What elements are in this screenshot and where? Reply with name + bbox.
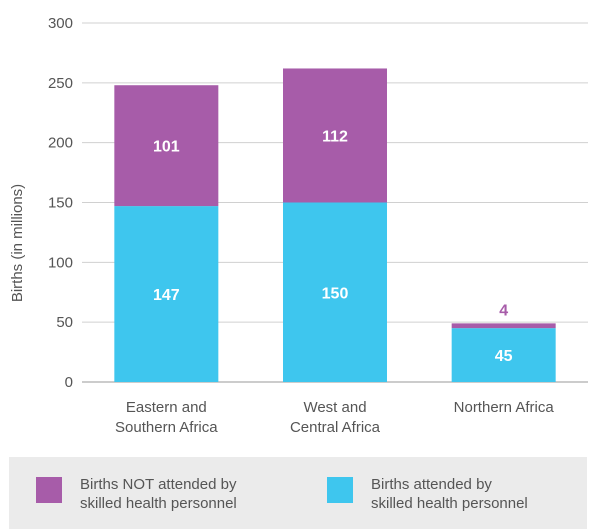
legend-swatch-not-attended — [36, 477, 62, 503]
y-tick-label: 200 — [48, 135, 73, 152]
x-tick-label: West and — [303, 399, 366, 416]
legend-item-not-attended: Births NOT attended by skilled health pe… — [36, 475, 290, 513]
x-tick-label: Northern Africa — [454, 399, 555, 416]
y-tick-label: 0 — [65, 374, 73, 391]
bar-segment-not-attended — [114, 85, 219, 207]
y-tick-label: 150 — [48, 195, 73, 212]
x-tick-label: Southern Africa — [115, 419, 218, 436]
legend-label-line: skilled health personnel — [80, 495, 237, 512]
y-axis-label: Births (in millions) — [9, 184, 26, 302]
data-label: 45 — [495, 348, 513, 365]
bar-segment-not-attended — [451, 323, 556, 329]
legend: Births NOT attended by skilled health pe… — [9, 457, 587, 529]
y-tick-label: 100 — [48, 254, 73, 271]
bar-segment-attended — [451, 328, 556, 382]
y-tick-label: 300 — [48, 15, 73, 32]
legend-label-line: Births attended by — [371, 476, 492, 493]
bar-segment-attended — [114, 206, 219, 382]
legend-label-attended: Births attended by skilled health person… — [371, 475, 581, 513]
bar-segment-attended — [283, 202, 387, 382]
data-label: 112 — [322, 128, 348, 145]
y-tick-label: 250 — [48, 75, 73, 92]
bars: 147 101 150 112 45 4 — [114, 68, 556, 382]
y-tick-label: 50 — [56, 314, 73, 331]
data-label: 147 — [153, 287, 180, 304]
x-axis-ticks: Eastern and Southern Africa West and Centra… — [115, 399, 554, 436]
legend-item-attended: Births attended by skilled health person… — [327, 475, 581, 513]
data-label: 4 — [499, 302, 508, 319]
data-label: 150 — [322, 285, 349, 302]
x-tick-label: Central Africa — [290, 419, 381, 436]
bar-segment-not-attended — [283, 68, 387, 203]
x-tick-label: Eastern and — [126, 399, 207, 416]
legend-label-not-attended: Births NOT attended by skilled health pe… — [80, 475, 290, 513]
data-label: 101 — [153, 139, 180, 156]
y-axis-ticks: 0 50 100 150 200 250 300 — [48, 15, 73, 391]
legend-label-line: skilled health personnel — [371, 495, 528, 512]
legend-swatch-attended — [327, 477, 353, 503]
legend-label-line: Births NOT attended by — [80, 476, 237, 493]
